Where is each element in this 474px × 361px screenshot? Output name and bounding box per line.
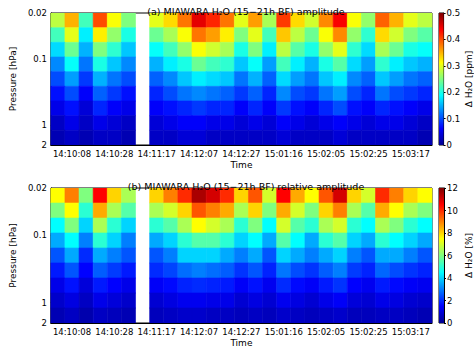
svg-text:15:02:05: 15:02:05: [307, 149, 345, 159]
svg-text:0.02: 0.02: [28, 183, 47, 193]
svg-text:15:02:25: 15:02:25: [349, 327, 387, 337]
svg-text:4: 4: [447, 273, 452, 283]
svg-text:14:12:07: 14:12:07: [180, 327, 218, 337]
svg-text:Pressure [hPa]: Pressure [hPa]: [8, 223, 18, 288]
svg-text:1: 1: [41, 120, 46, 130]
svg-text:0.4: 0.4: [447, 34, 461, 44]
svg-text:15:01:16: 15:01:16: [265, 327, 303, 337]
svg-text:0.5: 0.5: [447, 8, 461, 18]
svg-text:15:03:17: 15:03:17: [392, 149, 430, 159]
svg-text:Pressure [hPa]: Pressure [hPa]: [8, 47, 18, 112]
svg-text:15:02:05: 15:02:05: [307, 327, 345, 337]
svg-text:(a) MIAWARA H₂O (15−21h BF) am: (a) MIAWARA H₂O (15−21h BF) amplitude: [147, 6, 345, 17]
svg-text:8: 8: [447, 228, 452, 238]
svg-text:2: 2: [447, 296, 452, 306]
svg-text:14:10:28: 14:10:28: [95, 149, 133, 159]
svg-text:15:02:25: 15:02:25: [349, 149, 387, 159]
svg-text:12: 12: [447, 183, 458, 193]
svg-text:0.1: 0.1: [447, 114, 461, 124]
svg-text:0: 0: [447, 318, 452, 328]
svg-text:14:12:27: 14:12:27: [222, 327, 260, 337]
svg-text:14:12:07: 14:12:07: [180, 149, 218, 159]
svg-text:0.1: 0.1: [33, 230, 47, 240]
svg-text:6: 6: [447, 251, 452, 261]
svg-text:1: 1: [41, 298, 46, 308]
svg-text:Δ H₂O [ppm]: Δ H₂O [ppm]: [464, 51, 474, 108]
svg-text:2: 2: [41, 318, 46, 328]
svg-text:Time: Time: [229, 160, 252, 170]
svg-text:Δ H₂O [%]: Δ H₂O [%]: [464, 233, 474, 278]
svg-text:14:11:17: 14:11:17: [138, 149, 176, 159]
svg-text:(b) MIAWARA H₂O (15−21h BF) re: (b) MIAWARA H₂O (15−21h BF) relative amp…: [128, 181, 365, 192]
svg-text:14:12:27: 14:12:27: [222, 149, 260, 159]
svg-text:0: 0: [447, 140, 452, 150]
svg-text:10: 10: [447, 206, 458, 216]
svg-text:14:10:28: 14:10:28: [95, 327, 133, 337]
svg-text:0.2: 0.2: [447, 87, 461, 97]
svg-text:0.3: 0.3: [447, 61, 461, 71]
svg-text:14:10:08: 14:10:08: [53, 149, 91, 159]
svg-text:0.02: 0.02: [28, 8, 47, 18]
svg-text:15:03:17: 15:03:17: [392, 327, 430, 337]
svg-text:0.1: 0.1: [33, 54, 47, 64]
svg-text:15:01:16: 15:01:16: [265, 149, 303, 159]
svg-text:14:11:17: 14:11:17: [138, 327, 176, 337]
svg-text:Time: Time: [229, 338, 252, 348]
svg-text:2: 2: [41, 140, 46, 150]
svg-text:14:10:08: 14:10:08: [53, 327, 91, 337]
